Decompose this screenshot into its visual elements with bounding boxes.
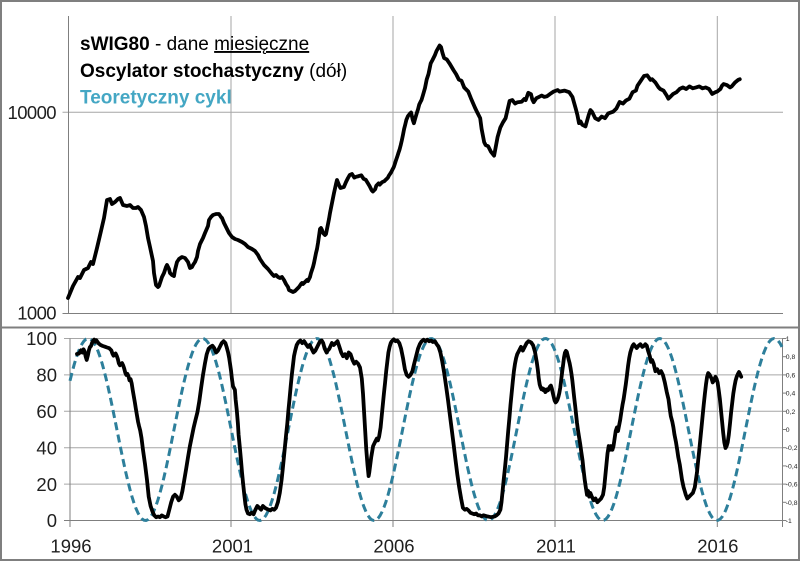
svg-text:100: 100: [26, 328, 57, 349]
svg-text:sWIG80 - dane miesięczne: sWIG80 - dane miesięczne: [80, 34, 309, 55]
svg-text:Oscylator stochastyczny (dół): Oscylator stochastyczny (dół): [80, 61, 347, 82]
svg-text:0,4: 0,4: [786, 391, 796, 398]
svg-text:60: 60: [36, 401, 57, 422]
svg-text:0,8: 0,8: [786, 354, 796, 361]
svg-text:0: 0: [47, 510, 57, 531]
svg-text:2006: 2006: [373, 536, 414, 557]
svg-text:-0,4: -0,4: [786, 463, 798, 470]
svg-text:2016: 2016: [697, 536, 738, 557]
svg-text:-0,2: -0,2: [786, 445, 798, 452]
svg-text:-0,8: -0,8: [786, 500, 798, 507]
svg-text:10000: 10000: [8, 102, 57, 123]
svg-text:2001: 2001: [212, 536, 253, 557]
svg-text:40: 40: [36, 437, 57, 458]
svg-text:0,6: 0,6: [786, 372, 796, 379]
svg-text:0: 0: [786, 427, 790, 434]
svg-text:20: 20: [36, 474, 57, 495]
svg-text:1000: 1000: [17, 303, 56, 324]
svg-text:Teoretyczny cykl: Teoretyczny cykl: [80, 88, 232, 109]
svg-text:2011: 2011: [536, 536, 576, 557]
svg-text:80: 80: [36, 365, 57, 386]
svg-text:-0,6: -0,6: [786, 482, 798, 489]
svg-text:0,2: 0,2: [786, 409, 796, 416]
svg-text:1996: 1996: [50, 536, 91, 557]
svg-text:-1: -1: [786, 518, 792, 525]
svg-text:1: 1: [786, 336, 790, 343]
